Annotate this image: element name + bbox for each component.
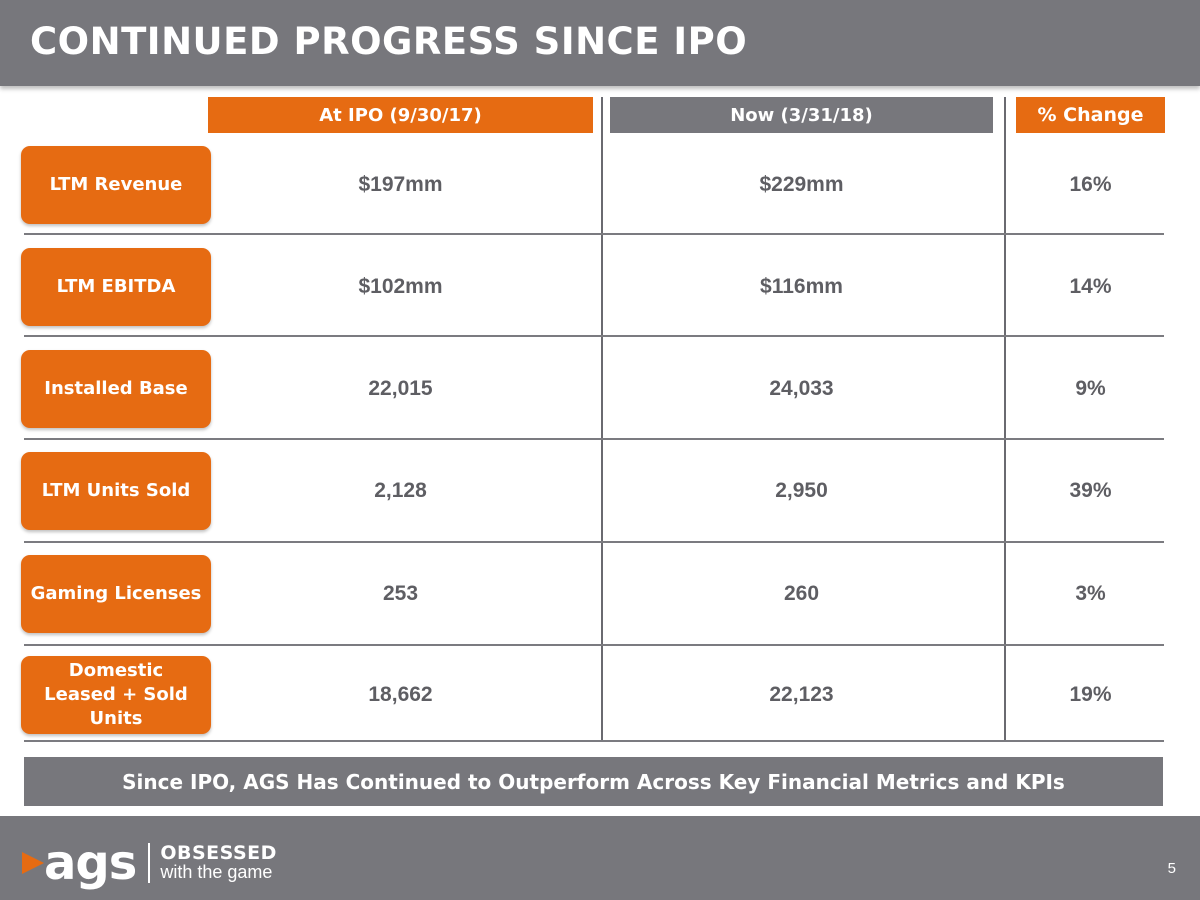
value-change: 39% (1069, 479, 1112, 502)
value-now: 24,033 (769, 377, 834, 400)
column-header-now: Now (3/31/18) (610, 97, 993, 133)
metric-label: Gaming Licenses (21, 555, 211, 633)
row-divider (24, 233, 1164, 235)
metric-label: LTM Units Sold (21, 452, 211, 530)
value-now: $229mm (759, 173, 844, 196)
value-now: 260 (783, 582, 820, 605)
row-divider (24, 335, 1164, 337)
value-ipo: 22,015 (368, 377, 433, 400)
footer-bar (0, 816, 1200, 900)
metric-label: Domestic Leased + Sold Units (21, 656, 211, 734)
column-divider (601, 97, 603, 742)
value-change: 19% (1069, 683, 1112, 706)
tagline-line-1: OBSESSED (160, 842, 277, 864)
summary-banner: Since IPO, AGS Has Continued to Outperfo… (24, 757, 1163, 806)
logo-wordmark: ags (44, 835, 137, 891)
play-arrow-icon (22, 852, 44, 874)
value-ipo: $102mm (358, 275, 443, 298)
value-ipo: 18,662 (368, 683, 433, 706)
column-header-ipo: At IPO (9/30/17) (208, 97, 593, 133)
value-now: 22,123 (769, 683, 834, 706)
metric-label: Installed Base (21, 350, 211, 428)
value-change: 16% (1069, 173, 1112, 196)
metric-label: LTM Revenue (21, 146, 211, 224)
page-title: CONTINUED PROGRESS SINCE IPO (30, 20, 748, 63)
value-ipo: 253 (382, 582, 419, 605)
value-change: 14% (1069, 275, 1112, 298)
value-ipo: $197mm (358, 173, 443, 196)
row-divider (24, 438, 1164, 440)
logo-divider (148, 843, 151, 883)
value-change: 3% (1075, 582, 1106, 605)
row-divider (24, 541, 1164, 543)
title-bar: CONTINUED PROGRESS SINCE IPO (0, 0, 1200, 86)
value-ipo: 2,128 (374, 479, 427, 502)
tagline-line-2: with the game (160, 862, 273, 882)
page-number: 5 (1167, 860, 1176, 877)
row-divider (24, 740, 1164, 742)
tagline: OBSESSED with the game (160, 844, 277, 882)
value-now: $116mm (760, 275, 843, 298)
column-divider (1004, 97, 1006, 742)
value-now: 2,950 (775, 479, 828, 502)
ags-logo: ags OBSESSED with the game (22, 838, 277, 888)
value-change: 9% (1075, 377, 1106, 400)
column-header-change: % Change (1016, 97, 1165, 133)
metric-label: LTM EBITDA (21, 248, 211, 326)
row-divider (24, 644, 1164, 646)
logo-mark: ags (22, 835, 137, 891)
